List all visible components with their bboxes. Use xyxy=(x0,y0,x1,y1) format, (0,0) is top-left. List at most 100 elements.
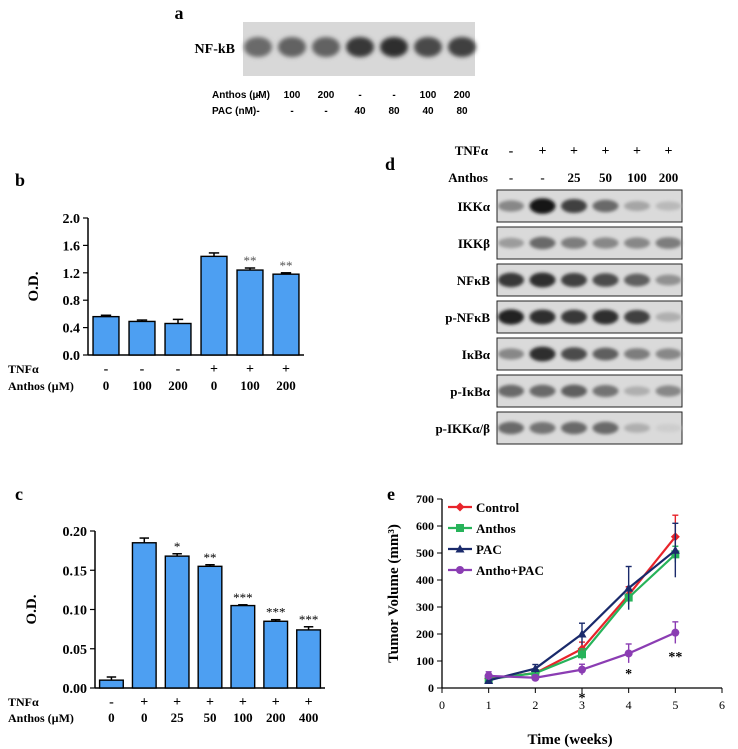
bar xyxy=(236,269,264,356)
blot-band xyxy=(655,385,682,397)
y-axis-label: O.D. xyxy=(26,271,42,301)
anthos-value: 50 xyxy=(599,170,612,185)
anthos-value: 100 xyxy=(132,378,152,393)
legend: Control Anthos PAC Antho+PAC xyxy=(448,500,544,578)
blot-band xyxy=(529,346,556,362)
x-tick-label: 4 xyxy=(626,698,632,712)
blot-band xyxy=(561,347,587,361)
significance-label: ** xyxy=(204,550,217,565)
blot-band xyxy=(498,384,524,398)
blot-row: IκBα xyxy=(462,337,683,371)
emsa-bands xyxy=(244,37,476,57)
chart-c: 0.000.050.100.150.20O.D.-0+0*+25**+50***… xyxy=(8,525,325,725)
anthos-value: 25 xyxy=(171,710,185,725)
significance-label: *** xyxy=(266,605,286,620)
bar xyxy=(131,542,157,689)
panel-b-label: b xyxy=(15,170,25,190)
y-axis-label: O.D. xyxy=(24,594,40,624)
tnf-value: + xyxy=(633,144,641,159)
anthos-value: - xyxy=(358,90,361,101)
bar xyxy=(230,604,256,689)
panel-b: b 0.00.40.81.21.62.0O.D.-0-100-200+0**+1… xyxy=(8,170,304,393)
blot-band xyxy=(624,273,650,287)
blot-strip xyxy=(496,226,683,260)
anthos-value: - xyxy=(509,170,513,185)
tnf-value: - xyxy=(109,695,114,710)
blot-band xyxy=(592,385,619,397)
blot-row-label: p-IκBα xyxy=(450,384,491,399)
tnf-value: + xyxy=(282,362,290,377)
significance-label: *** xyxy=(299,612,319,627)
emsa-band xyxy=(346,37,374,57)
emsa-band xyxy=(448,37,476,57)
tnf-value: + xyxy=(246,362,254,377)
blot-band xyxy=(561,384,587,398)
blot-strip xyxy=(496,411,683,445)
nfkb-band-label: NF-kB xyxy=(195,42,235,57)
point xyxy=(671,628,680,637)
point xyxy=(455,502,465,512)
tnf-value: + xyxy=(173,695,181,710)
y-axis-label: Tumor Volume (mm³) xyxy=(386,524,402,663)
significance-label: *** xyxy=(233,590,253,605)
blot-row-label: p-NFκB xyxy=(445,310,490,325)
blot-row-label: NFκB xyxy=(457,273,491,288)
anthos-value: 200 xyxy=(276,378,296,393)
blot-row: p-IκBα xyxy=(450,374,683,408)
x-tick-label: 1 xyxy=(486,698,492,712)
point xyxy=(578,650,586,659)
point xyxy=(484,671,493,680)
tnf-value: + xyxy=(602,144,610,159)
x-tick-label: 5 xyxy=(672,698,678,712)
blot-band xyxy=(624,423,650,433)
y-tick-label: 700 xyxy=(416,492,434,506)
point xyxy=(531,673,540,682)
point xyxy=(484,675,494,684)
emsa-band xyxy=(278,37,306,57)
blot-band xyxy=(655,237,682,249)
y-tick-label: 0.20 xyxy=(63,525,88,540)
pac-value: 40 xyxy=(354,106,366,117)
tnf-value: + xyxy=(665,144,673,159)
blot-row: p-NFκB xyxy=(445,300,683,334)
y-tick-label: 2.0 xyxy=(63,212,81,227)
panel-c-label: c xyxy=(15,484,23,504)
blot-band xyxy=(624,310,650,324)
point xyxy=(456,566,464,574)
blot-band xyxy=(561,199,587,213)
y-tick-label: 0 xyxy=(428,681,434,695)
point xyxy=(530,664,540,673)
pac-value: - xyxy=(290,106,293,117)
anthos-value: 100 xyxy=(420,90,437,101)
anthos-value: 50 xyxy=(204,710,217,725)
point xyxy=(531,669,540,678)
blot-strip xyxy=(496,263,683,297)
panel-d-label: d xyxy=(385,154,395,174)
y-tick-label: 300 xyxy=(416,600,434,614)
blot-band xyxy=(592,421,619,435)
bar xyxy=(98,679,124,689)
anthos-value: 0 xyxy=(103,378,110,393)
anthos-row-label: Anthos (µM) xyxy=(212,90,270,101)
y-tick-label: 0.10 xyxy=(63,604,88,619)
y-tick-label: 0.8 xyxy=(63,294,81,309)
blot-row-label: IKKα xyxy=(457,199,490,214)
legend-label: Anthos xyxy=(476,521,516,536)
anthos-value: 200 xyxy=(318,90,335,101)
blot-strip xyxy=(496,374,683,408)
blot-row: NFκB xyxy=(457,263,683,297)
tnf-row-label: TNFα xyxy=(8,695,39,709)
tnf-value: - xyxy=(176,362,181,377)
y-tick-label: 1.2 xyxy=(63,267,81,282)
y-tick-label: 0.0 xyxy=(63,349,81,364)
tnf-header-label: TNFα xyxy=(455,143,489,158)
tnf-value: + xyxy=(210,362,218,377)
x-axis-label: Time (weeks) xyxy=(527,732,612,748)
bar xyxy=(272,273,300,356)
blot-band xyxy=(655,312,682,322)
significance-label: * xyxy=(625,667,632,682)
anthos-value: 100 xyxy=(233,710,253,725)
anthos-value: 200 xyxy=(454,90,471,101)
emsa-band xyxy=(380,37,408,57)
pac-value: 80 xyxy=(456,106,468,117)
